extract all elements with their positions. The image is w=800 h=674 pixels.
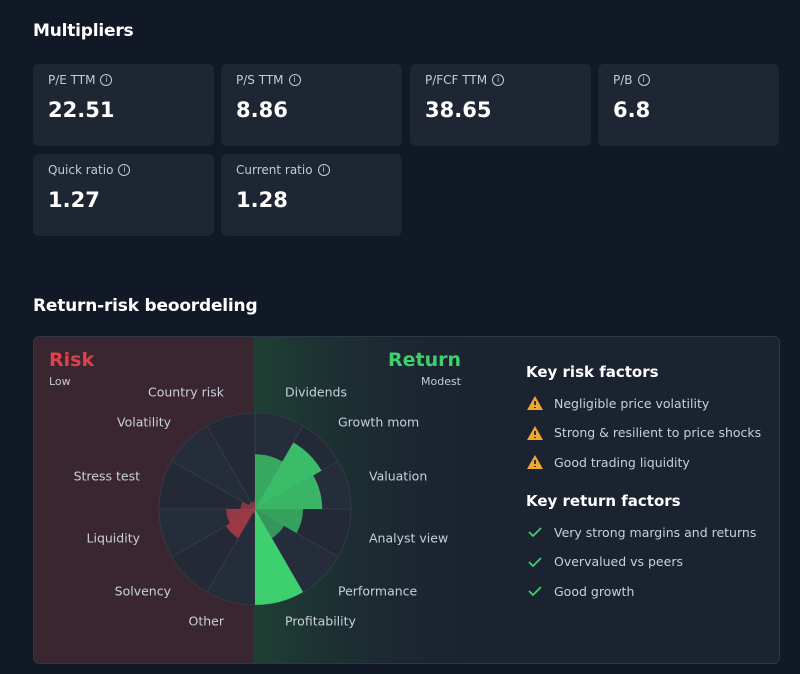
- return-sector: [255, 509, 285, 539]
- risk-sector: [240, 501, 255, 509]
- factor-text: Very strong margins and returns: [554, 524, 757, 540]
- return-factor-label: Performance: [338, 584, 418, 599]
- risk-factor-label: Liquidity: [87, 531, 141, 546]
- factor-text: Strong & resilient to price shocks: [554, 425, 762, 440]
- key-risk-title: Key risk factors: [526, 363, 659, 381]
- return-sector: [255, 454, 283, 509]
- factor-item: Overvalued vs peers: [526, 554, 683, 570]
- risk-factor-label: Solvency: [115, 584, 172, 599]
- metric-name: Quick ratio: [48, 163, 114, 177]
- return-risk-panel: Dividends Growth mom Valuation Analyst view…: [33, 336, 780, 664]
- info-icon: i: [100, 74, 113, 86]
- factor-item: Negligible price volatility: [526, 395, 709, 411]
- factor-item: Good trading liquidity: [526, 454, 690, 470]
- factor-text: Good growth: [554, 583, 635, 599]
- metric-name: P/FCF TTM: [425, 73, 488, 87]
- key-return-title: Key return factors: [526, 492, 681, 510]
- info-icon: i: [118, 164, 131, 176]
- metric-name: P/B: [613, 73, 633, 87]
- return-level: Modest: [420, 375, 461, 388]
- risk-sector: [252, 509, 255, 514]
- metric-label: Quick ratio i: [48, 163, 131, 177]
- return-factor-label: Analyst view: [369, 531, 448, 546]
- risk-factor-label: Other: [189, 614, 225, 629]
- factor-text: Overvalued vs peers: [554, 554, 683, 569]
- return-sector: [255, 509, 303, 533]
- info-icon: i: [288, 74, 301, 86]
- metric-label: Current ratio i: [236, 163, 330, 177]
- return-factor-label: Profitability: [285, 614, 357, 629]
- risk-sector: [226, 509, 255, 524]
- metric-value: 22.51: [48, 98, 115, 122]
- metric-card: P/E TTM i 22.51: [33, 64, 214, 146]
- metric-label: P/FCF TTM i: [425, 73, 505, 87]
- factor-text: Good trading liquidity: [554, 454, 690, 470]
- risk-factor-label: Volatility: [117, 415, 172, 430]
- factor-item: Good growth: [526, 583, 634, 599]
- return-title: Return: [387, 349, 461, 371]
- radar-chart: Dividends Growth mom Valuation Analyst view…: [34, 337, 514, 663]
- metric-name: P/E TTM: [48, 73, 96, 87]
- metric-label: P/B i: [613, 73, 650, 87]
- return-factor-label: Valuation: [369, 469, 427, 484]
- check-mark: [528, 556, 542, 567]
- return-sector: [255, 509, 303, 605]
- section-title: Return-risk beoordeling: [33, 296, 258, 316]
- info-icon: i: [317, 164, 330, 176]
- metric-value: 8.86: [236, 98, 288, 122]
- factor-item: Very strong margins and returns: [526, 524, 756, 540]
- metric-name: P/S TTM: [236, 73, 284, 87]
- return-sector: [255, 442, 322, 509]
- section-title: Multipliers: [33, 21, 134, 41]
- warning-icon: [527, 455, 543, 469]
- risk-factor-label: Country risk: [148, 385, 225, 400]
- check-mark: [528, 527, 542, 538]
- metric-card: P/S TTM i 8.86: [221, 64, 402, 146]
- factor-text: Negligible price volatility: [554, 395, 710, 411]
- metric-label: P/S TTM i: [236, 73, 301, 87]
- check-mark: [528, 586, 542, 597]
- metric-value: 1.27: [48, 188, 100, 212]
- return-sector: [255, 475, 323, 509]
- metric-card: Quick ratio i 1.27: [33, 154, 214, 236]
- warning-icon: [527, 425, 543, 440]
- check-icon: [528, 556, 542, 567]
- risk-factor-label: Stress test: [74, 469, 140, 484]
- check-icon: [528, 527, 542, 538]
- metric-card: P/FCF TTM i 38.65: [410, 64, 591, 146]
- risk-sector: [251, 501, 255, 509]
- info-icon: i: [492, 74, 505, 86]
- warning-icon: [527, 396, 543, 410]
- metric-value: 1.28: [236, 188, 288, 212]
- metric-value: 38.65: [425, 98, 492, 122]
- risk-title: Risk: [49, 349, 95, 371]
- info-icon: i: [637, 74, 650, 86]
- metric-card: Current ratio i 1.28: [221, 154, 402, 236]
- check-icon: [528, 586, 542, 597]
- metric-name: Current ratio: [236, 163, 313, 177]
- risk-sector: [225, 509, 255, 539]
- return-factor-label: Dividends: [285, 385, 347, 400]
- risk-sector: [248, 502, 255, 509]
- factor-item: Strong & resilient to price shocks: [526, 425, 761, 441]
- return-factor-label: Growth mom: [338, 415, 419, 430]
- metric-value: 6.8: [613, 98, 651, 122]
- radar-sector-bg: [206, 412, 256, 511]
- risk-level: Low: [49, 375, 71, 388]
- metric-label: P/E TTM i: [48, 73, 113, 87]
- metric-card: P/B i 6.8: [598, 64, 779, 146]
